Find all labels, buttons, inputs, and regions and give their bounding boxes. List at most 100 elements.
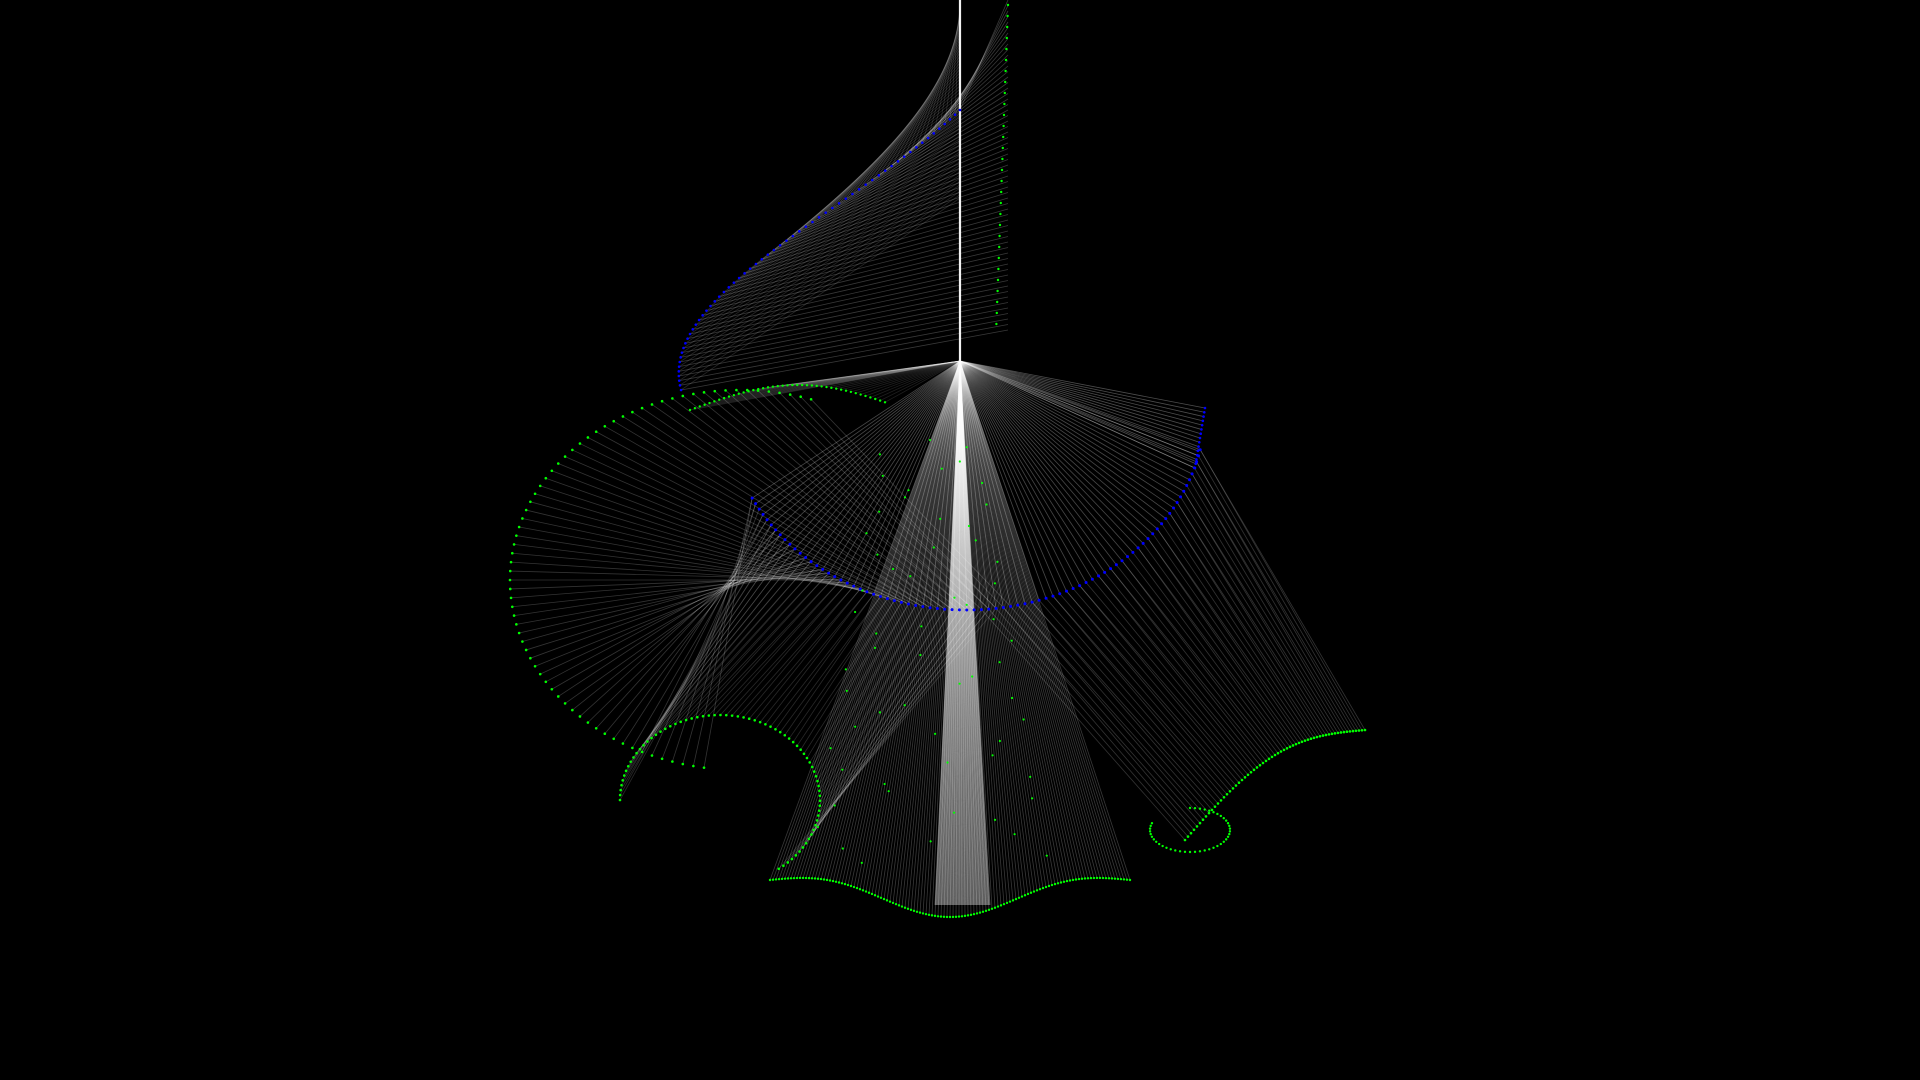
- green-dot: [796, 383, 799, 387]
- string-line: [811, 360, 961, 879]
- blue-dot: [754, 262, 758, 266]
- green-dot: [1059, 881, 1063, 884]
- string-line: [811, 609, 960, 835]
- string-line: [693, 393, 960, 611]
- string-line: [643, 552, 801, 746]
- string-line: [959, 360, 1017, 900]
- blue-dot: [804, 225, 808, 228]
- green-dot: [1195, 825, 1199, 828]
- blue-dot: [769, 523, 773, 527]
- green-dot: [735, 388, 738, 392]
- green-dot: [508, 578, 512, 582]
- green-dot: [975, 912, 979, 915]
- string-line: [959, 360, 982, 610]
- string-line: [595, 529, 776, 729]
- string-line: [915, 360, 961, 606]
- green-dot: [753, 718, 757, 722]
- string-line: [781, 360, 961, 880]
- string-line: [959, 360, 1061, 594]
- string-line: [1196, 461, 1354, 732]
- string-line: [1142, 543, 1291, 748]
- string-line: [725, 582, 848, 716]
- green-dot: [878, 711, 882, 714]
- green-dot: [786, 877, 790, 880]
- green-dot: [1333, 732, 1337, 735]
- green-dot: [810, 877, 814, 880]
- green-dot: [1208, 809, 1211, 812]
- string-line: [510, 561, 848, 584]
- string-line: [826, 360, 961, 881]
- string-line: [682, 503, 756, 765]
- green-dot: [594, 726, 598, 730]
- string-line: [604, 425, 924, 608]
- blue-dot: [793, 547, 797, 551]
- green-dot: [1178, 850, 1182, 853]
- green-dot: [1351, 729, 1355, 733]
- green-dot: [1095, 876, 1099, 880]
- blue-dot: [717, 295, 721, 298]
- blue-dot: [885, 597, 889, 601]
- green-dot: [1255, 766, 1259, 769]
- string-line: [942, 360, 961, 906]
- green-dot: [713, 389, 717, 393]
- string-line: [816, 360, 961, 566]
- string-line: [919, 360, 961, 913]
- green-dot: [804, 876, 808, 880]
- string-line: [771, 360, 961, 526]
- string-line: [901, 360, 961, 907]
- green-dot: [974, 539, 977, 542]
- string-line: [927, 19, 961, 139]
- string-line: [909, 29, 961, 153]
- green-dot: [927, 913, 931, 917]
- green-dot: [1327, 733, 1331, 736]
- green-dot: [612, 419, 616, 423]
- green-dot: [854, 391, 857, 395]
- green-dot: [544, 680, 548, 684]
- string-line: [534, 493, 881, 597]
- string-line: [815, 609, 953, 826]
- string-line: [959, 360, 991, 906]
- string-line: [1031, 601, 1216, 807]
- string-line: [795, 609, 982, 856]
- string-line: [845, 104, 1009, 200]
- string-line: [738, 118, 961, 279]
- string-line: [812, 78, 961, 223]
- string-line: [777, 360, 961, 387]
- string-line: [959, 360, 1134, 553]
- string-line: [959, 360, 999, 907]
- blue-dot: [1097, 574, 1101, 578]
- green-dot: [900, 905, 904, 908]
- blue-dot: [1146, 537, 1150, 541]
- string-line: [1137, 547, 1285, 751]
- string-line: [1186, 485, 1339, 734]
- green-dot: [807, 837, 811, 841]
- blue-dot: [737, 276, 741, 280]
- green-dot: [963, 914, 967, 918]
- string-line: [818, 608, 946, 811]
- green-dot: [891, 567, 895, 571]
- string-line: [793, 360, 961, 879]
- green-dot: [1226, 835, 1230, 838]
- string-line: [934, 360, 961, 916]
- green-dot: [1053, 882, 1057, 886]
- string-line: [957, 360, 961, 906]
- green-dot: [833, 804, 836, 807]
- green-dot: [781, 384, 784, 387]
- green-dot: [538, 672, 542, 676]
- string-line: [959, 360, 965, 906]
- string-line: [953, 360, 961, 906]
- string-line: [1110, 568, 1267, 762]
- string-line: [922, 360, 961, 607]
- green-dot: [966, 914, 970, 917]
- green-dot: [1077, 877, 1081, 881]
- blue-dot: [943, 607, 947, 611]
- string-line: [959, 360, 1116, 879]
- green-dot: [696, 715, 699, 719]
- string-line: [959, 360, 1195, 469]
- string-line: [551, 548, 796, 690]
- string-line: [671, 503, 756, 762]
- green-dot: [718, 398, 721, 401]
- string-line: [725, 390, 975, 611]
- string-line: [845, 360, 961, 392]
- blue-dot: [928, 606, 932, 610]
